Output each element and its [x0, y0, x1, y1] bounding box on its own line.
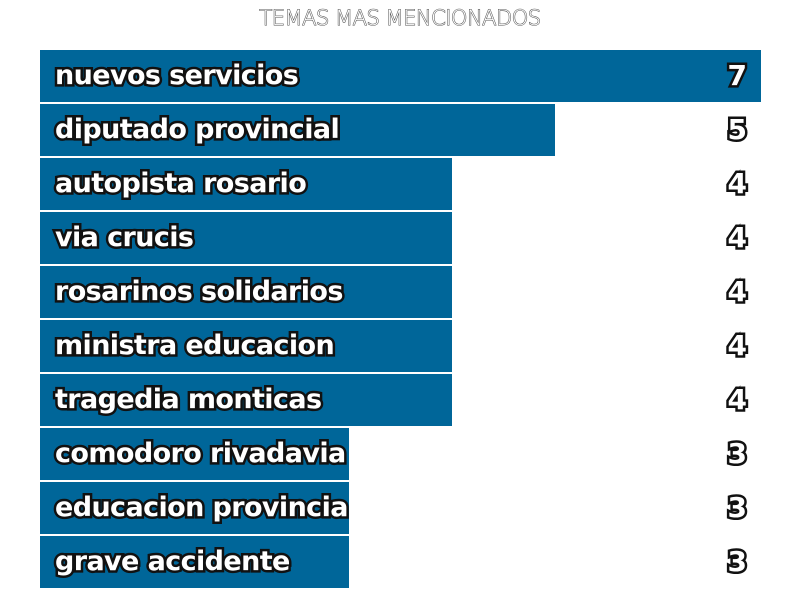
- bar-row: educacion provincia: [40, 482, 761, 534]
- category-label: diputado provincial: [52, 112, 342, 148]
- chart-title: TEMAS MAS MENCIONADOS: [259, 5, 542, 30]
- bar: [40, 320, 452, 372]
- data-label: 7: [725, 57, 750, 95]
- category-label: educacion provincia: [53, 490, 351, 526]
- category-label: rosarinos solidarios: [53, 274, 346, 310]
- bar: [40, 266, 452, 318]
- data-label: 3: [725, 489, 750, 527]
- bar: [40, 50, 761, 102]
- bar-row: nuevos servicios: [40, 50, 761, 102]
- bar-row: grave accidente: [40, 536, 761, 588]
- data-label: 3: [725, 543, 750, 581]
- data-label: 4: [725, 165, 750, 203]
- data-label: 5: [725, 111, 750, 149]
- category-label: nuevos servicios: [52, 58, 301, 94]
- data-label: 4: [725, 219, 750, 257]
- bar: [40, 212, 452, 264]
- category-label: grave accidente: [53, 544, 293, 580]
- bar: [40, 536, 349, 588]
- data-label: 4: [725, 327, 750, 365]
- bar-row: rosarinos solidarios: [40, 266, 761, 318]
- bar: [40, 104, 555, 156]
- bar: [40, 482, 349, 534]
- data-label: 4: [725, 273, 750, 311]
- bar-row: via crucis: [40, 212, 761, 264]
- bar: [40, 428, 349, 480]
- category-label: via crucis: [52, 220, 196, 256]
- category-label: tragedia monticas: [52, 382, 324, 418]
- category-label: ministra educacion: [52, 328, 337, 364]
- bar-row: comodoro rivadavia: [40, 428, 761, 480]
- data-label: 3: [725, 435, 750, 473]
- bar-row: ministra educacion: [40, 320, 761, 372]
- bar-row: diputado provincial: [40, 104, 761, 156]
- bar: [40, 374, 452, 426]
- category-label: comodoro rivadavia: [53, 436, 349, 472]
- bar-row: tragedia monticas: [40, 374, 761, 426]
- bar: [40, 158, 452, 210]
- data-label: 4: [725, 381, 750, 419]
- category-label: autopista rosario: [52, 166, 309, 202]
- bar-row: autopista rosario: [40, 158, 761, 210]
